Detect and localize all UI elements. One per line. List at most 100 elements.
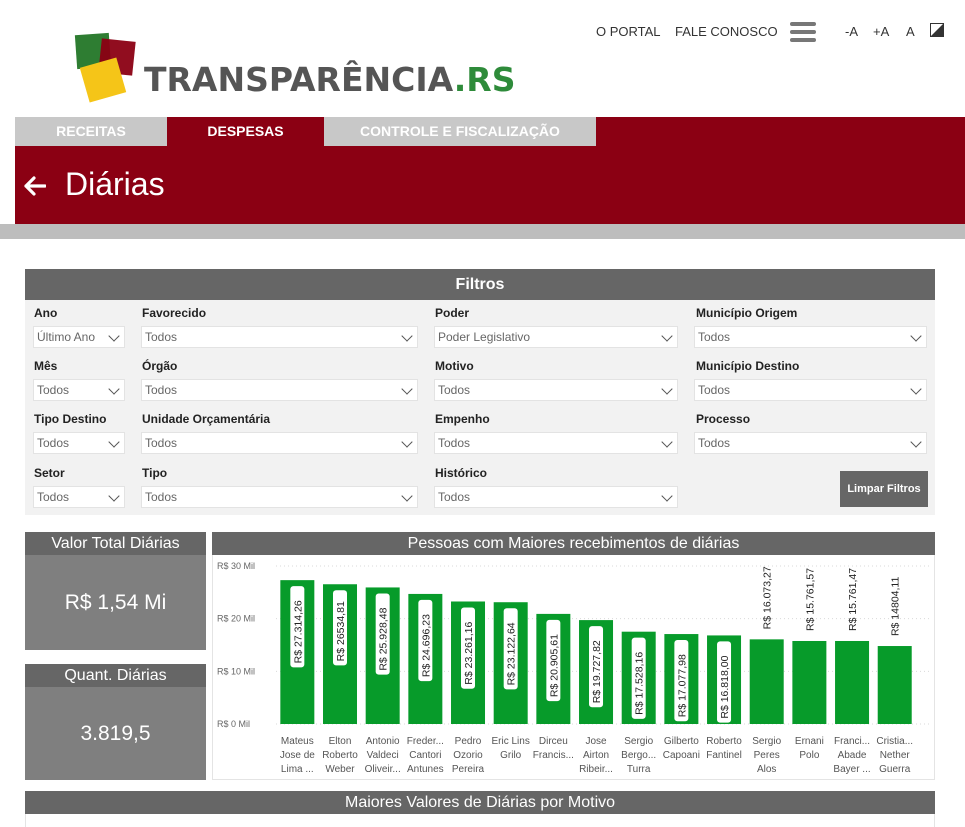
data-label-bg	[717, 641, 732, 723]
filter-value-ano: Último Ano	[37, 330, 96, 344]
x-tick-label: Gilberto	[664, 736, 699, 747]
filter-select-poder[interactable]: Poder Legislativo	[434, 326, 678, 348]
chart-bar	[835, 640, 870, 724]
filter-select-favorecido[interactable]: Todos	[141, 326, 418, 348]
data-label-text: R$ 17.077,98	[676, 654, 688, 717]
x-tick-label: Pereira	[452, 764, 485, 775]
chevron-down-icon	[661, 436, 673, 448]
filter-select-tipo[interactable]: Todos	[141, 486, 418, 508]
data-label: R$ 15.761,47	[847, 568, 859, 631]
filter-label-poder: Poder	[435, 306, 470, 320]
nav-portal-link[interactable]: O PORTAL	[596, 24, 661, 39]
site-logo[interactable]: TRANSPARÊNCIA.RS	[74, 32, 515, 106]
data-label-bg	[418, 599, 433, 682]
filter-select-mes[interactable]: Todos	[33, 379, 125, 401]
filter-select-empenho[interactable]: Todos	[434, 432, 678, 454]
data-label: R$ 15.761,57	[804, 568, 816, 631]
data-label: R$ 14804,11	[890, 577, 902, 637]
default-font-button[interactable]: A	[906, 24, 915, 39]
data-label: R$ 25.928,48	[375, 593, 390, 675]
data-label-bg	[290, 586, 305, 668]
filter-select-municipio-origem[interactable]: Todos	[694, 326, 927, 348]
chart-bar	[749, 639, 784, 724]
quantity-title: Quant. Diárias	[25, 664, 206, 687]
filter-select-municipio-destino[interactable]: Todos	[694, 379, 927, 401]
y-tick-label: R$ 30 Mil	[217, 561, 255, 571]
data-label-bg	[461, 607, 476, 689]
x-tick-label: Alos	[757, 764, 776, 775]
data-label: R$ 20.905,61	[546, 619, 561, 702]
x-tick-label: Polo	[799, 750, 819, 761]
filter-value-unidade-orcamentaria: Todos	[145, 436, 178, 450]
data-label-bg	[333, 590, 348, 666]
data-label-text: R$ 27.314,26	[292, 600, 304, 663]
tab-receitas[interactable]: RECEITAS	[15, 117, 167, 146]
x-tick-label: Sergio	[624, 736, 653, 747]
filter-select-processo[interactable]: Todos	[694, 432, 927, 454]
filter-select-motivo[interactable]: Todos	[434, 379, 678, 401]
x-tick-label: Dirceu	[539, 736, 568, 747]
filter-value-favorecido: Todos	[145, 330, 178, 344]
data-label: R$ 17.528,16	[631, 637, 646, 719]
x-tick-label: Capoani	[663, 750, 700, 761]
filter-label-municipio-origem: Município Origem	[696, 306, 798, 320]
filter-label-orgao: Órgão	[142, 359, 178, 373]
filter-select-ano[interactable]: Último Ano	[33, 326, 125, 348]
chart-bar	[877, 646, 912, 724]
tab-controle-fiscalizacao[interactable]: CONTROLE E FISCALIZAÇÃO	[324, 117, 596, 146]
clear-filters-button[interactable]: Limpar Filtros	[840, 471, 928, 507]
x-tick-label: Jose de	[280, 750, 315, 761]
data-label: R$ 24.696,23	[418, 599, 433, 682]
filter-value-municipio-origem: Todos	[698, 330, 731, 344]
filter-select-historico[interactable]: Todos	[434, 486, 678, 508]
filter-value-mes: Todos	[37, 383, 70, 397]
data-label-bg	[375, 593, 390, 675]
data-label-bg	[631, 637, 646, 719]
filter-select-setor[interactable]: Todos	[33, 486, 125, 508]
data-label-bg	[546, 619, 561, 702]
x-tick-label: Pedro	[455, 736, 482, 747]
y-tick-label: R$ 10 Mil	[217, 666, 255, 676]
filter-value-tipo-destino: Todos	[37, 436, 70, 450]
chevron-down-icon	[910, 383, 922, 395]
increase-font-button[interactable]: +A	[873, 24, 890, 39]
data-label-text: R$ 16.818,00	[719, 655, 731, 718]
nav-contact-link[interactable]: FALE CONOSCO	[675, 24, 778, 39]
chart-title: Pessoas com Maiores recebimentos de diár…	[212, 532, 935, 555]
x-tick-label: Lima ...	[281, 764, 314, 775]
data-label: R$ 23.122,64	[503, 608, 518, 690]
data-label-text: R$ 14804,11	[890, 577, 902, 637]
contrast-icon[interactable]	[930, 23, 944, 37]
filter-label-ano: Ano	[34, 306, 58, 320]
x-tick-label: Cantori	[409, 750, 441, 761]
chevron-down-icon	[401, 436, 413, 448]
chevron-down-icon	[108, 330, 120, 342]
filter-value-municipio-destino: Todos	[698, 383, 731, 397]
data-label-text: R$ 23.122,64	[506, 622, 518, 685]
data-label-text: R$ 15.761,47	[847, 568, 859, 631]
chevron-down-icon	[910, 330, 922, 342]
filter-label-mes: Mês	[34, 359, 58, 373]
data-label: R$ 26534,81	[333, 590, 348, 666]
tab-despesas[interactable]: DESPESAS	[167, 117, 324, 146]
x-tick-label: Roberto	[322, 750, 358, 761]
chevron-down-icon	[661, 490, 673, 502]
filters-title: Filtros	[25, 269, 935, 300]
filter-label-unidade-orcamentaria: Unidade Orçamentária	[142, 412, 271, 426]
chevron-down-icon	[661, 383, 673, 395]
x-tick-label: Nether	[880, 750, 911, 761]
chevron-down-icon	[401, 490, 413, 502]
filter-select-unidade-orcamentaria[interactable]: Todos	[141, 432, 418, 454]
filter-select-orgao[interactable]: Todos	[141, 379, 418, 401]
x-tick-label: Ernani	[795, 736, 824, 747]
filter-label-tipo-destino: Tipo Destino	[34, 412, 107, 426]
hamburger-icon[interactable]	[790, 22, 816, 44]
filter-label-historico: Histórico	[435, 466, 488, 480]
x-tick-label: Ozorio	[453, 750, 483, 761]
x-tick-label: Freder...	[407, 736, 444, 747]
filter-select-tipo-destino[interactable]: Todos	[33, 432, 125, 454]
arrow-left-icon[interactable]	[24, 176, 46, 196]
x-tick-label: Fantinel	[706, 750, 742, 761]
decrease-font-button[interactable]: -A	[845, 24, 858, 39]
total-value: R$ 1,54 Mi	[25, 555, 206, 650]
